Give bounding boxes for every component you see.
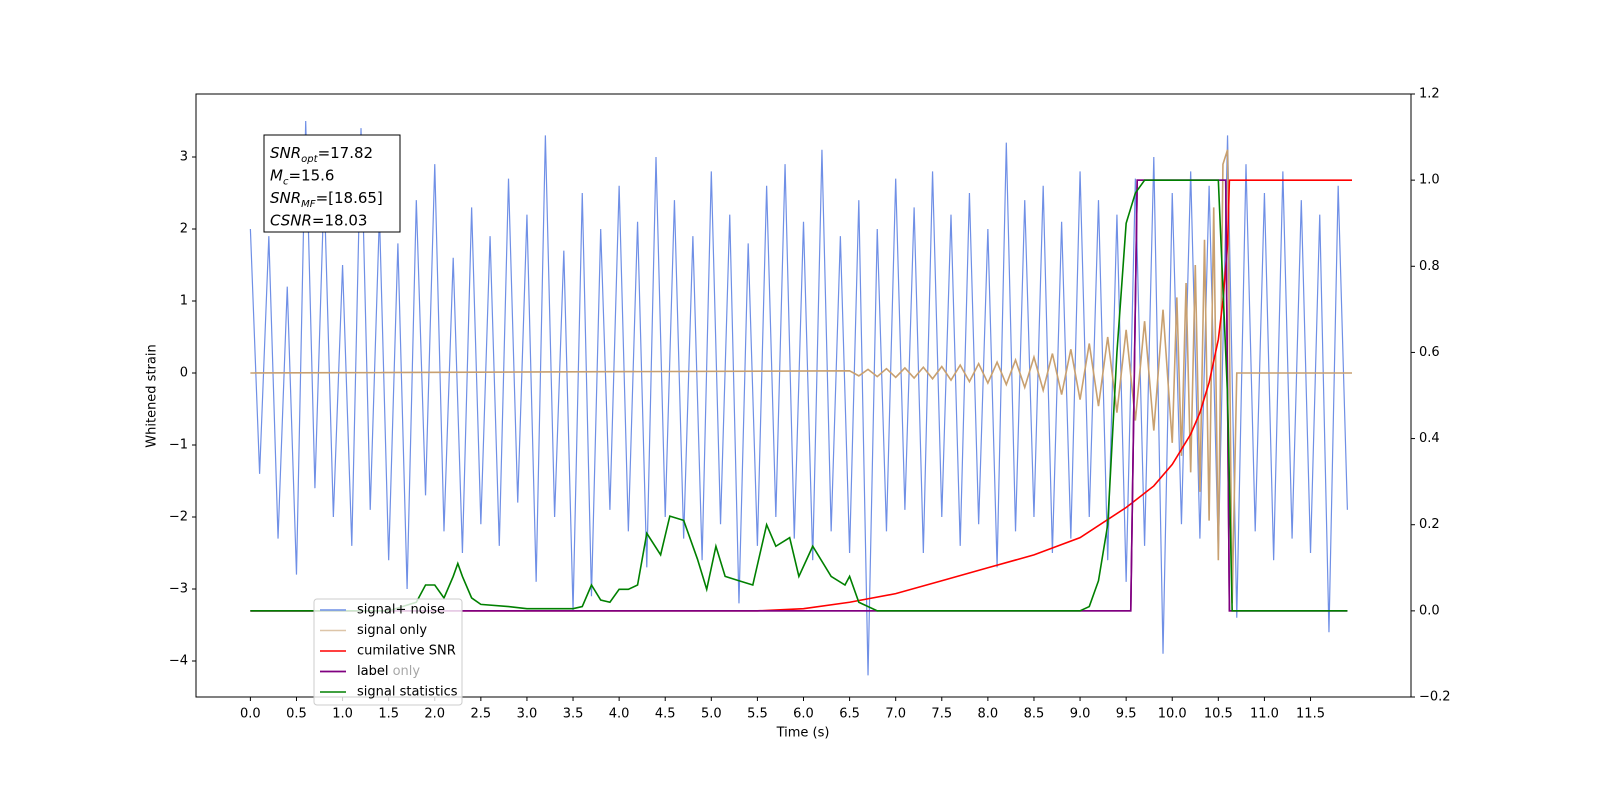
- y2-tick-label: 0.4: [1419, 431, 1440, 446]
- x-tick-label: 2.0: [424, 707, 445, 722]
- legend-label: label only: [357, 664, 420, 679]
- y2-tick-label: −0.2: [1419, 690, 1451, 705]
- annotation-base: CSNR: [270, 211, 312, 229]
- x-tick-label: 5.0: [701, 707, 722, 722]
- y2-tick-label: 0.2: [1419, 517, 1440, 532]
- y-tick-label: 0: [180, 366, 188, 381]
- annotation-text: Mc=15.6: [270, 166, 334, 187]
- annotation-base: M: [270, 166, 283, 184]
- annotation-rest: =18.03: [312, 211, 368, 229]
- annotation-sub: c: [283, 176, 289, 187]
- y-tick-label: 2: [180, 222, 188, 237]
- x-tick-label: 9.5: [1116, 707, 1137, 722]
- annotation-sub: opt: [301, 154, 318, 165]
- x-tick-label: 4.0: [609, 707, 630, 722]
- annotation-rest: =17.82: [318, 144, 374, 162]
- x-tick-label: 0.5: [286, 707, 307, 722]
- x-tick-label: 0.0: [240, 707, 261, 722]
- x-tick-label: 10.0: [1158, 707, 1187, 722]
- annotation-text: SNRopt=17.82: [270, 144, 373, 165]
- annotation-text: CSNR=18.03: [270, 211, 367, 229]
- annotation-rest: =[18.65]: [316, 189, 383, 207]
- legend-label: signal statistics: [357, 685, 458, 700]
- x-tick-label: 4.5: [655, 707, 676, 722]
- plot-area: [249, 120, 1352, 676]
- y-tick-label: −1: [169, 438, 188, 453]
- annotation-rest: =15.6: [288, 166, 334, 184]
- series-line: [250, 149, 1352, 604]
- annotation-base: SNR: [270, 144, 301, 162]
- x-tick-label: 6.5: [839, 707, 860, 722]
- annotation-box: [263, 134, 401, 233]
- y2-tick-label: 0.8: [1419, 259, 1440, 274]
- series-line: [249, 120, 1348, 676]
- x-tick-label: 2.5: [471, 707, 492, 722]
- series-line: [250, 179, 1348, 612]
- x-tick-label: 6.0: [793, 707, 814, 722]
- y-tick-label: −3: [169, 582, 188, 597]
- x-tick-label: 3.0: [517, 707, 538, 722]
- x-tick-label: 11.5: [1296, 707, 1325, 722]
- x-tick-label: 9.0: [1070, 707, 1091, 722]
- annotation-sub: MF: [301, 199, 316, 210]
- y-tick-label: −4: [169, 654, 188, 669]
- legend-box: [313, 598, 463, 706]
- x-tick-label: 8.5: [1024, 707, 1045, 722]
- y-tick-label: 3: [180, 150, 188, 165]
- series-line: [250, 179, 1352, 612]
- annotation-text: SNRMF=[18.65]: [270, 189, 383, 210]
- y-tick-label: 1: [180, 294, 188, 309]
- x-tick-label: 7.0: [885, 707, 906, 722]
- x-tick-label: 1.0: [332, 707, 353, 722]
- x-tick-label: 8.0: [978, 707, 999, 722]
- legend-label: label: [357, 664, 388, 679]
- legend-label: cumilative SNR: [357, 644, 456, 659]
- legend-label: signal+ noise: [357, 603, 445, 618]
- y-tick-label: −2: [169, 510, 188, 525]
- y2-tick-label: 0.0: [1419, 603, 1440, 618]
- legend-label: signal only: [357, 623, 427, 638]
- y-axis-label: Whitened strain: [145, 344, 160, 447]
- annotation-base: SNR: [270, 189, 301, 207]
- x-tick-label: 11.0: [1250, 707, 1279, 722]
- y2-tick-label: 0.6: [1419, 345, 1440, 360]
- y2-tick-label: 1.0: [1419, 173, 1440, 188]
- x-tick-label: 10.5: [1204, 707, 1233, 722]
- y2-tick-label: 1.2: [1419, 87, 1440, 102]
- x-tick-label: 5.5: [747, 707, 768, 722]
- x-tick-label: 1.5: [378, 707, 399, 722]
- x-tick-label: 7.5: [931, 707, 952, 722]
- x-axis-label: Time (s): [776, 726, 830, 741]
- x-tick-label: 3.5: [563, 707, 584, 722]
